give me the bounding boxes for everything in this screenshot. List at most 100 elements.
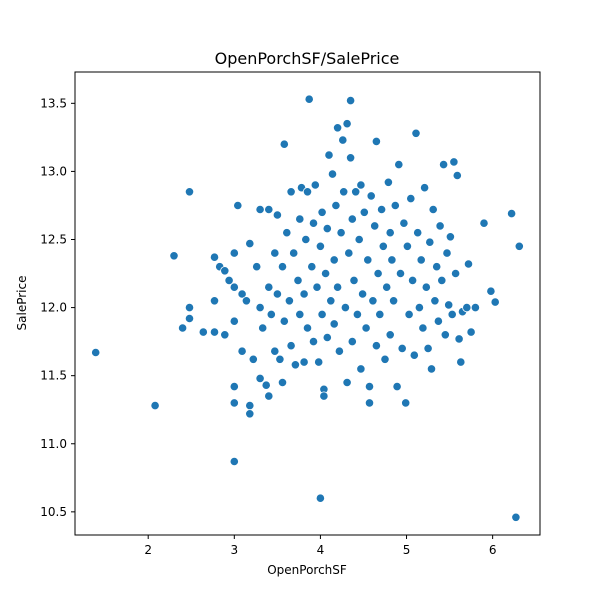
y-axis-ticks: 10.5 11.0 11.5 12.0 12.5 13.0 13.5 (40, 96, 75, 519)
data-point (295, 309, 305, 319)
data-point (332, 123, 343, 133)
data-point (286, 341, 296, 351)
data-point (361, 323, 371, 333)
data-point (382, 282, 392, 292)
data-point (327, 169, 338, 179)
data-point (438, 160, 449, 170)
data-point (401, 398, 411, 408)
data-point (404, 309, 414, 319)
data-point (322, 332, 332, 343)
data-point (402, 241, 412, 251)
data-point (198, 327, 208, 337)
data-point (270, 346, 280, 356)
data-point (299, 289, 309, 299)
data-point (388, 296, 399, 306)
data-point (370, 221, 380, 231)
data-point (229, 381, 239, 392)
y-tick-label: 13.5 (40, 96, 67, 110)
data-point (392, 381, 402, 392)
data-point (454, 334, 464, 344)
data-point (91, 347, 101, 358)
data-point (470, 302, 480, 313)
data-point (314, 357, 324, 367)
data-point (347, 336, 357, 347)
data-point (332, 282, 343, 292)
data-point (329, 255, 339, 265)
data-point (445, 232, 455, 242)
data-point (421, 282, 431, 292)
data-point (302, 187, 313, 197)
data-point (272, 210, 282, 220)
data-point (308, 336, 319, 347)
data-point (414, 302, 424, 313)
data-point (364, 398, 375, 408)
data-point (409, 350, 419, 360)
data-point (356, 364, 366, 374)
data-point (387, 255, 397, 265)
data-point (385, 330, 395, 340)
data-point (345, 96, 356, 106)
data-point (394, 160, 404, 170)
data-point (237, 289, 247, 299)
data-point (229, 456, 239, 467)
data-point (375, 309, 385, 319)
data-point (419, 183, 430, 193)
data-point (293, 275, 303, 285)
y-axis-label: SalePrice (15, 276, 29, 331)
y-tick-label: 13.0 (40, 164, 67, 178)
x-tick-label: 4 (317, 543, 325, 557)
data-point (310, 180, 320, 190)
data-point (449, 157, 459, 167)
data-point (255, 373, 265, 383)
data-point (258, 323, 268, 333)
data-point (317, 207, 327, 217)
data-point (178, 323, 188, 333)
data-point (371, 341, 381, 351)
data-point (349, 275, 359, 285)
data-point (397, 343, 407, 353)
data-point (270, 248, 280, 258)
data-point (418, 323, 428, 333)
data-point (344, 248, 354, 258)
data-point (255, 302, 265, 313)
data-point (304, 94, 314, 104)
data-point (264, 204, 274, 215)
data-point (317, 309, 327, 319)
data-point (245, 239, 255, 249)
data-point (302, 323, 313, 333)
data-point (426, 364, 437, 374)
data-point (245, 409, 255, 419)
data-point (416, 255, 426, 265)
data-point (339, 187, 349, 197)
data-point (209, 296, 220, 306)
data-point (373, 268, 383, 279)
data-point (371, 136, 381, 146)
data-point (435, 221, 445, 231)
data-point (447, 309, 457, 319)
data-point (315, 241, 325, 251)
data-point (456, 357, 466, 367)
data-point (255, 204, 265, 215)
x-axis-ticks: 2 3 4 5 6 (144, 535, 496, 557)
data-point (275, 354, 285, 364)
data-point (490, 297, 500, 307)
data-point (229, 316, 239, 326)
data-point (466, 327, 476, 337)
data-point (150, 400, 160, 411)
data-point (295, 214, 305, 224)
data-point (406, 194, 416, 204)
y-tick-label: 10.5 (40, 505, 67, 519)
data-point (486, 286, 496, 296)
data-point (351, 187, 361, 197)
data-point (184, 313, 195, 324)
data-point (289, 248, 299, 258)
data-point (359, 207, 369, 217)
chart-title: OpenPorchSF/SalePrice (215, 49, 400, 68)
data-point (444, 300, 454, 310)
data-point (342, 377, 352, 388)
data-point (390, 200, 400, 211)
data-point (279, 316, 289, 326)
data-point (452, 170, 462, 181)
data-point (385, 228, 395, 238)
